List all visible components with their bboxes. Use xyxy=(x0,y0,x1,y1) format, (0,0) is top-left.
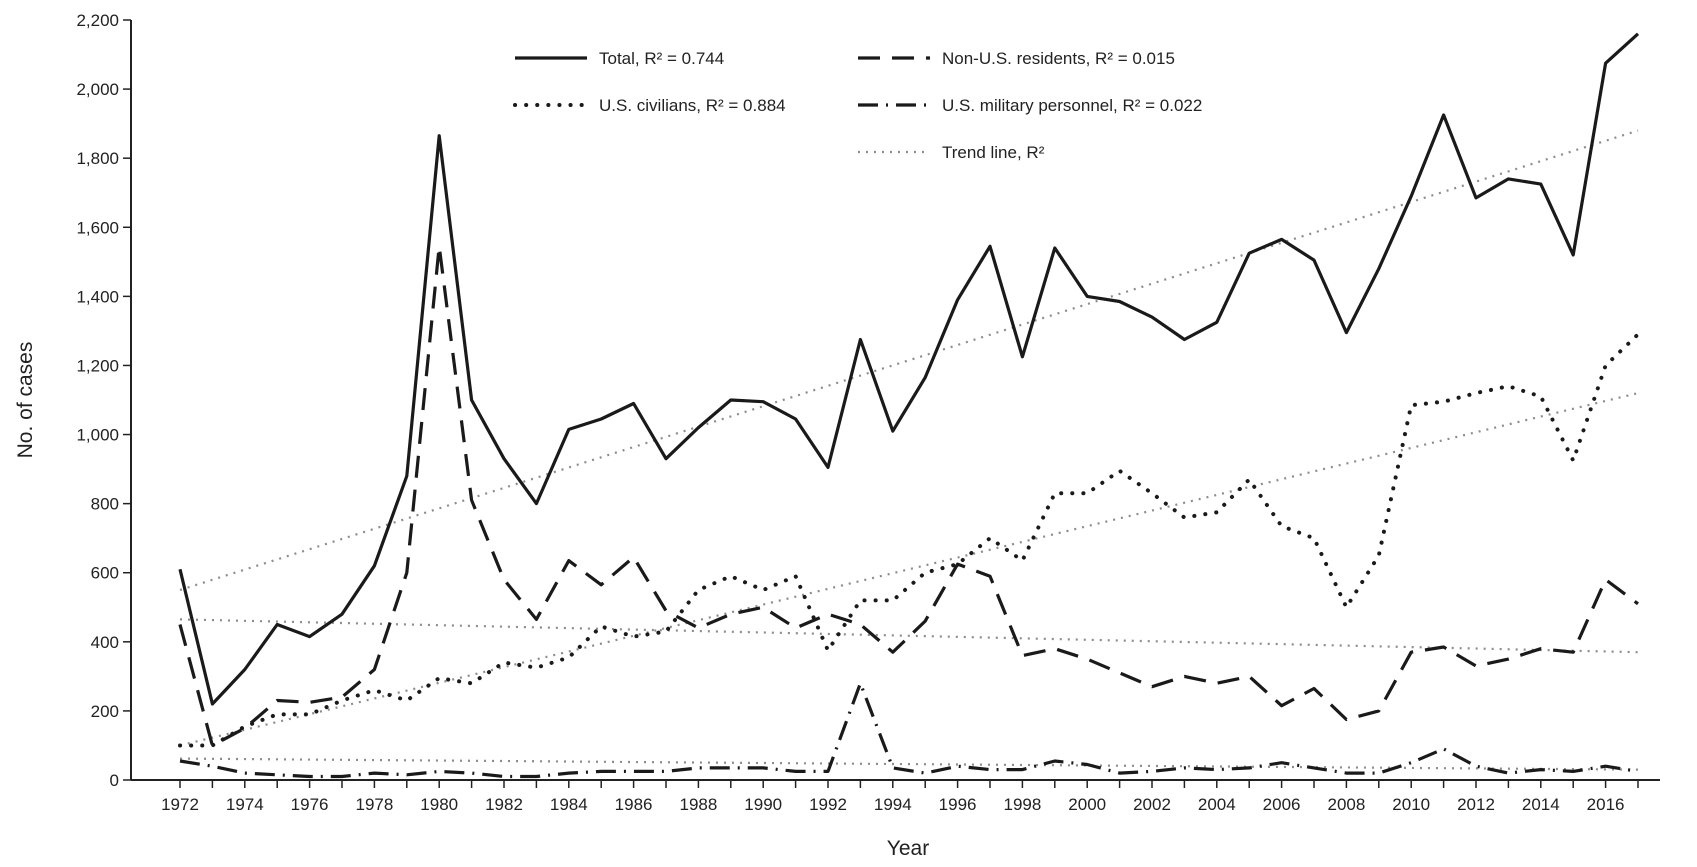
x-tick-label: 1978 xyxy=(355,795,393,814)
legend-label: U.S. military personnel, R² = 0.022 xyxy=(942,96,1202,115)
y-tick-label: 400 xyxy=(91,633,119,652)
x-tick-label: 1972 xyxy=(161,795,199,814)
x-tick-label: 1982 xyxy=(485,795,523,814)
trend-line xyxy=(179,392,1639,747)
x-tick-label: 1990 xyxy=(744,795,782,814)
legend-label: Trend line, R² xyxy=(942,143,1045,162)
x-tick-label: 1980 xyxy=(420,795,458,814)
axes: No. of cases Year 0 200 400 600 800 1,000 1,20… xyxy=(14,11,1660,860)
legend: Total, R² = 0.744 Non-U.S. residents, R² … xyxy=(513,49,1202,162)
x-tick-label: 1996 xyxy=(939,795,977,814)
x-tick-label: 1986 xyxy=(615,795,653,814)
x-tick-label: 2014 xyxy=(1522,795,1560,814)
series-line-dashdot xyxy=(179,681,1639,779)
y-tick-label: 2,000 xyxy=(76,80,119,99)
x-tick-label: 1988 xyxy=(679,795,717,814)
legend-label: Total, R² = 0.744 xyxy=(599,49,724,68)
x-tick-label: 2016 xyxy=(1587,795,1625,814)
trend-lines xyxy=(179,129,1639,771)
data-series xyxy=(178,32,1640,779)
y-tick-label: 1,600 xyxy=(76,218,119,237)
y-tick-label: 1,200 xyxy=(76,356,119,375)
x-tick-label: 1992 xyxy=(809,795,847,814)
x-tick-label: 2000 xyxy=(1068,795,1106,814)
x-tick-label: 1976 xyxy=(291,795,329,814)
y-tick-label: 200 xyxy=(91,702,119,721)
trend-line xyxy=(179,129,1639,592)
legend-label: Non-U.S. residents, R² = 0.015 xyxy=(942,49,1175,68)
x-tick-label: 2012 xyxy=(1457,795,1495,814)
y-tick-label: 1,400 xyxy=(76,287,119,306)
x-tick-label: 2008 xyxy=(1327,795,1365,814)
y-tick-label: 1,800 xyxy=(76,149,119,168)
x-tick-label: 1984 xyxy=(550,795,588,814)
x-tick-label: 2006 xyxy=(1263,795,1301,814)
y-tick-label: 0 xyxy=(110,771,119,790)
x-tick-label: 1974 xyxy=(226,795,264,814)
x-axis-title: Year xyxy=(887,837,929,860)
y-axis-title: No. of cases xyxy=(14,342,37,459)
y-tick-label: 2,200 xyxy=(76,11,119,30)
series-line-dashed xyxy=(178,244,1639,748)
x-tick-label: 2002 xyxy=(1133,795,1171,814)
series-line-dotted xyxy=(178,332,1640,748)
y-tick-label: 1,000 xyxy=(76,426,119,445)
x-tick-label: 2004 xyxy=(1198,795,1236,814)
x-tick-label: 2010 xyxy=(1392,795,1430,814)
legend-label: U.S. civilians, R² = 0.884 xyxy=(599,96,786,115)
trend-line xyxy=(179,618,1639,654)
x-tick-label: 1994 xyxy=(874,795,912,814)
y-tick-label: 600 xyxy=(91,564,119,583)
x-tick-label: 1998 xyxy=(1003,795,1041,814)
trend-line xyxy=(179,757,1639,771)
y-tick-label: 800 xyxy=(91,495,119,514)
series-line-solid xyxy=(178,32,1640,706)
